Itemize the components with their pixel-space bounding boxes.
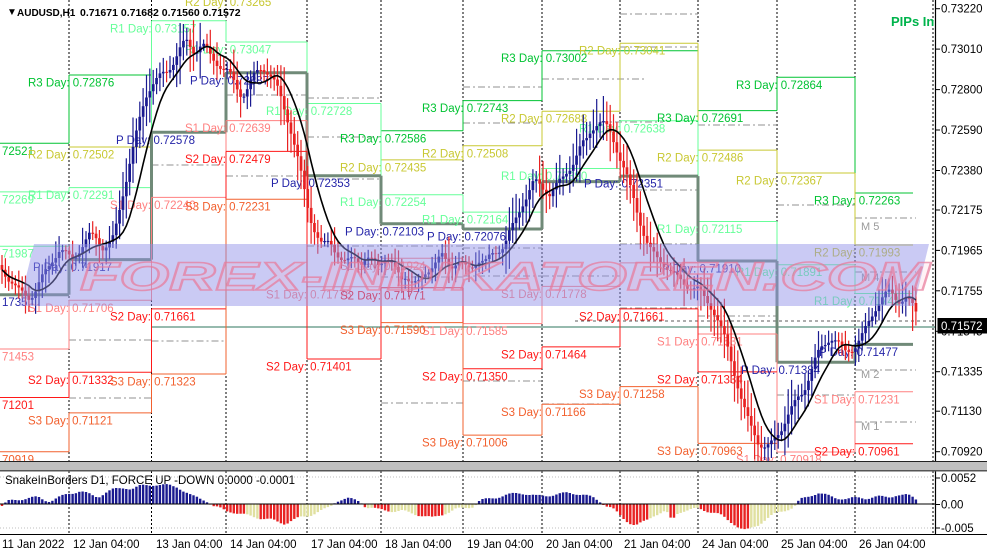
- svg-text:19 Jan 04:00: 19 Jan 04:00: [467, 539, 534, 551]
- svg-text:20 Jan 04:00: 20 Jan 04:00: [546, 539, 613, 551]
- svg-text:S3 Day: 0.72231: S3 Day: 0.72231: [185, 202, 271, 214]
- svg-text:S2 Day: 0.71350: S2 Day: 0.71350: [422, 371, 508, 383]
- svg-text:R1 Day: 0.72291: R1 Day: 0.72291: [28, 190, 114, 202]
- svg-text:R2 Day: 0.72508: R2 Day: 0.72508: [422, 148, 508, 160]
- svg-text:R3 Day: 0.72586: R3 Day: 0.72586: [340, 133, 426, 145]
- svg-text:S2 Day: 0.71661: S2 Day: 0.71661: [110, 311, 196, 323]
- svg-text:R1 Day: 0.73047: R1 Day: 0.73047: [185, 45, 271, 57]
- svg-text:0.70920: 0.70920: [941, 447, 983, 459]
- svg-text:24 Jan 04:00: 24 Jan 04:00: [702, 539, 769, 551]
- svg-text:17 Jan 04:00: 17 Jan 04:00: [311, 539, 378, 551]
- svg-text:71201: 71201: [2, 400, 34, 412]
- svg-text:S1 Day: 0.71231: S1 Day: 0.71231: [814, 394, 900, 406]
- svg-text:P Day: 0.72578: P Day: 0.72578: [116, 135, 195, 147]
- svg-text:PIPs In: PIPs In: [891, 14, 934, 29]
- svg-text:R3 Day: 0.72263: R3 Day: 0.72263: [814, 196, 900, 208]
- svg-text:0.71755: 0.71755: [941, 286, 983, 298]
- svg-text:0.0052: 0.0052: [941, 473, 976, 485]
- svg-text:S1 Day: 0.72639: S1 Day: 0.72639: [185, 123, 271, 135]
- svg-text:0.71965: 0.71965: [941, 245, 983, 257]
- svg-text:0.71130: 0.71130: [941, 406, 982, 418]
- svg-text:S3 Day: 0.71121: S3 Day: 0.71121: [28, 415, 113, 427]
- svg-text:S2 Day: 0.71334: S2 Day: 0.71334: [657, 374, 743, 386]
- svg-text:0.71335: 0.71335: [941, 367, 983, 379]
- svg-text:14 Jan 04:00: 14 Jan 04:00: [230, 539, 297, 551]
- svg-text:R2 Day: 0.72435: R2 Day: 0.72435: [340, 162, 426, 174]
- svg-text:S3 Day: 0.71590: S3 Day: 0.71590: [340, 325, 426, 337]
- svg-text:S2 Day: 0.71332: S2 Day: 0.71332: [28, 375, 114, 387]
- svg-text:R3 Day: 0.72876: R3 Day: 0.72876: [28, 78, 114, 90]
- svg-text:0.72800: 0.72800: [941, 85, 983, 97]
- svg-text:S2 Day: 0.71661: S2 Day: 0.71661: [579, 311, 665, 323]
- svg-text:R1 Day: 0.72164: R1 Day: 0.72164: [422, 215, 509, 227]
- svg-text:0.72175: 0.72175: [941, 205, 983, 217]
- svg-text:71987: 71987: [2, 249, 34, 261]
- svg-text:P Day: 0.72103: P Day: 0.72103: [345, 226, 424, 238]
- svg-text:▼: ▼: [7, 7, 17, 18]
- svg-text:71453: 71453: [2, 352, 34, 364]
- svg-text:R1 Day: 0.72115: R1 Day: 0.72115: [657, 224, 742, 236]
- svg-text:13 Jan 04:00: 13 Jan 04:00: [156, 539, 223, 551]
- svg-text:AUDUSD,H1: AUDUSD,H1: [17, 8, 76, 19]
- svg-text:0.00: 0.00: [941, 500, 963, 512]
- svg-text:FOREX-INDIKATOREN.COM: FOREX-INDIKATOREN.COM: [80, 255, 933, 299]
- svg-text:25 Jan 04:00: 25 Jan 04:00: [781, 539, 848, 551]
- svg-text:M 5: M 5: [861, 221, 879, 233]
- svg-text:0.71671 0.71682 0.71560 0.7157: 0.71671 0.71682 0.71560 0.71572: [80, 7, 241, 19]
- svg-text:P Day: 0.72076: P Day: 0.72076: [427, 232, 506, 244]
- svg-text:12 Jan 04:00: 12 Jan 04:00: [73, 539, 140, 551]
- svg-text:R2 Day: 0.72367: R2 Day: 0.72367: [736, 176, 822, 188]
- svg-text:S2 Day: 0.72479: S2 Day: 0.72479: [185, 154, 271, 166]
- svg-text:S3 Day: 0.71323: S3 Day: 0.71323: [110, 377, 196, 389]
- svg-text:S2 Day: 0.70961: S2 Day: 0.70961: [814, 446, 900, 458]
- svg-text:0.71572: 0.71572: [941, 321, 983, 333]
- svg-text:S1 Day: 0.71585: S1 Day: 0.71585: [422, 326, 508, 338]
- svg-text:S2 Day: 0.71464: S2 Day: 0.71464: [501, 349, 587, 361]
- svg-text:0.73220: 0.73220: [941, 4, 983, 16]
- svg-text:R1 Day: 0.72390: R1 Day: 0.72390: [501, 171, 587, 183]
- svg-text:0.73010: 0.73010: [941, 44, 983, 56]
- svg-text:R1 Day: 0.72638: R1 Day: 0.72638: [579, 123, 665, 135]
- svg-text:11 Jan 2022: 11 Jan 2022: [2, 539, 64, 551]
- svg-text:S3 Day: 0.71258: S3 Day: 0.71258: [579, 389, 665, 401]
- svg-text:M 2: M 2: [861, 369, 879, 381]
- svg-text:18 Jan 04:00: 18 Jan 04:00: [385, 539, 452, 551]
- svg-text:S3 Day: 0.71006: S3 Day: 0.71006: [422, 438, 508, 450]
- svg-text:S2 Day: 0.71401: S2 Day: 0.71401: [266, 362, 352, 374]
- svg-text:S3 Day: 0.70963: S3 Day: 0.70963: [657, 446, 743, 458]
- svg-text:R3 Day: 0.72743: R3 Day: 0.72743: [422, 103, 508, 115]
- svg-text:R2 Day: 0.72486: R2 Day: 0.72486: [657, 153, 743, 165]
- svg-text:R3 Day: 0.72691: R3 Day: 0.72691: [657, 113, 743, 125]
- svg-text:S3 Day: 0.71166: S3 Day: 0.71166: [501, 407, 586, 419]
- svg-text:R2 Day: 0.73041: R2 Day: 0.73041: [579, 46, 665, 58]
- svg-text:R2 Day: 0.72688: R2 Day: 0.72688: [501, 114, 587, 126]
- svg-text:R1 Day: 0.72254: R1 Day: 0.72254: [340, 197, 427, 209]
- svg-text:0.72380: 0.72380: [941, 166, 983, 178]
- svg-text:R3 Day: 0.72864: R3 Day: 0.72864: [736, 80, 823, 92]
- svg-text:0.72590: 0.72590: [941, 125, 983, 137]
- svg-text:21 Jan 04:00: 21 Jan 04:00: [624, 539, 691, 551]
- svg-text:M 1: M 1: [861, 421, 879, 433]
- svg-text:R2 Day: 0.72502: R2 Day: 0.72502: [28, 150, 114, 162]
- svg-text:R1 Day: 0.72728: R1 Day: 0.72728: [266, 106, 352, 118]
- svg-text:R3 Day: 0.73002: R3 Day: 0.73002: [501, 53, 587, 65]
- svg-text:-0.005: -0.005: [941, 523, 974, 535]
- svg-text:26 Jan 04:00: 26 Jan 04:00: [859, 539, 926, 551]
